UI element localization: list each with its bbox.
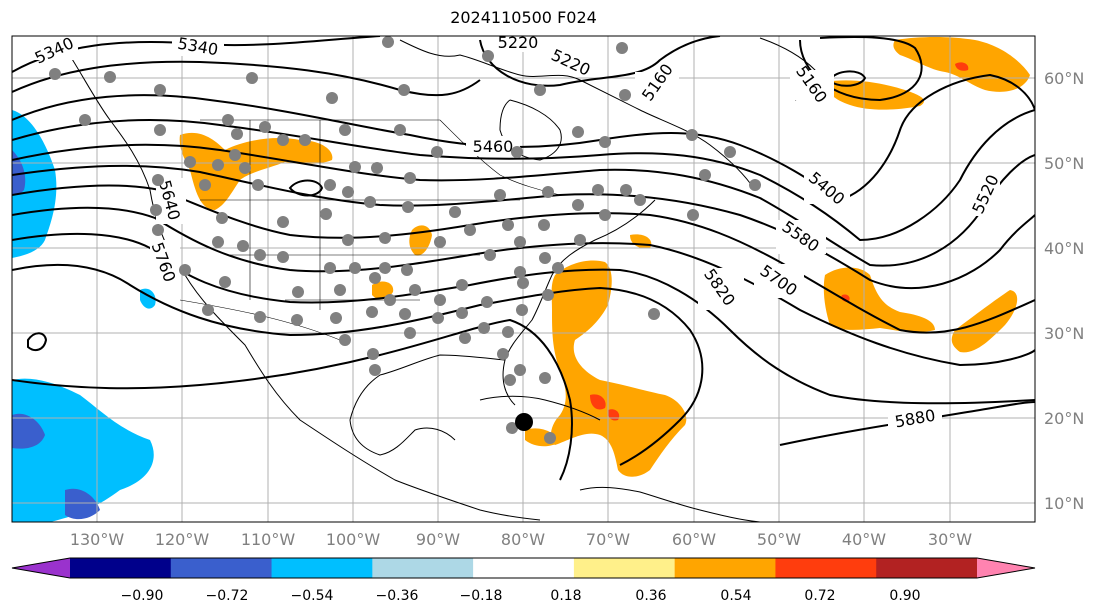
colorbar-tick-label: 0.54 bbox=[720, 588, 751, 604]
contour-5460 bbox=[12, 109, 1035, 242]
plot-frame bbox=[11, 35, 1036, 523]
colorbar-segment bbox=[70, 558, 172, 578]
contour-5220 bbox=[479, 36, 721, 87]
red-shading-atlantic bbox=[590, 394, 606, 410]
orange-shading-greenland bbox=[825, 80, 925, 110]
colorbar-tick-label: 0.72 bbox=[804, 588, 835, 604]
borders bbox=[179, 119, 561, 341]
colorbar-segment bbox=[674, 558, 776, 578]
lon-labels: 130°W 120°W 110°W 100°W 90°W 80°W 70°W 6… bbox=[70, 530, 972, 549]
orange-shading-east-atl bbox=[823, 267, 935, 333]
height-contours bbox=[12, 36, 1035, 481]
contour-5880-loop bbox=[27, 332, 48, 352]
colorbar-segment bbox=[876, 558, 978, 578]
lon-label: 80°W bbox=[501, 530, 545, 549]
blue-shading-sw bbox=[12, 413, 45, 449]
contour-label: 5460 bbox=[473, 137, 514, 156]
contour-low-greenland bbox=[828, 70, 867, 87]
blue-shading-sw2 bbox=[65, 488, 100, 520]
colorbar-segment bbox=[775, 558, 877, 578]
colorbar-ticks: −0.90 −0.72 −0.54 −0.36 −0.18 0.18 0.36 … bbox=[121, 588, 921, 604]
lon-label: 40°W bbox=[842, 530, 886, 549]
lon-label: 100°W bbox=[326, 530, 381, 549]
coastline-cuba bbox=[479, 395, 601, 421]
contour-5520 bbox=[12, 143, 1035, 267]
lat-label: 20°N bbox=[1044, 409, 1084, 428]
coastline-hudson bbox=[499, 99, 562, 161]
contour-5700 bbox=[12, 206, 1035, 367]
colorbar-extend-high bbox=[977, 558, 1035, 578]
lat-label: 50°N bbox=[1044, 154, 1084, 173]
lon-label: 110°W bbox=[241, 530, 296, 549]
colorbar-tick-label: 0.90 bbox=[889, 588, 920, 604]
cyan-shading-nw bbox=[12, 110, 57, 258]
colorbar-segment bbox=[271, 558, 373, 578]
coastlines bbox=[59, 37, 817, 522]
colorbar-tick-label: −0.18 bbox=[460, 588, 503, 604]
coastline-south-america bbox=[579, 486, 761, 522]
colorbar bbox=[11, 557, 1036, 579]
cyan-shading-sw bbox=[12, 378, 154, 522]
lat-labels: 60°N 50°N 40°N 30°N 20°N 10°N bbox=[1044, 69, 1084, 513]
gridlines bbox=[12, 36, 1035, 522]
blue-shading-nw bbox=[12, 150, 26, 195]
colorbar-segment bbox=[473, 558, 575, 578]
colorbar-tick-label: −0.54 bbox=[291, 588, 334, 604]
lon-label: 120°W bbox=[155, 530, 210, 549]
colorbar-tick-label: −0.72 bbox=[206, 588, 249, 604]
contour-low-canada bbox=[288, 179, 324, 197]
storm-center-marker bbox=[515, 413, 533, 431]
lat-label: 30°N bbox=[1044, 324, 1084, 343]
lon-label: 60°W bbox=[672, 530, 716, 549]
coastline-gulf bbox=[349, 354, 506, 456]
orange-shading-atlantic bbox=[550, 260, 687, 477]
lon-label: 70°W bbox=[586, 530, 630, 549]
colorbar-segment bbox=[573, 558, 676, 578]
colorbar-extend-low bbox=[12, 558, 70, 578]
colorbar-tick-label: −0.36 bbox=[376, 588, 419, 604]
lat-label: 40°N bbox=[1044, 239, 1084, 258]
contour-5880 bbox=[12, 318, 1035, 481]
colorbar-tick-label: −0.90 bbox=[121, 588, 164, 604]
coastline-north-america bbox=[59, 39, 541, 521]
contour-label: 5220 bbox=[498, 33, 539, 52]
map-title: 2024110500 F024 bbox=[450, 8, 597, 27]
lon-label: 30°W bbox=[928, 530, 972, 549]
lat-label: 10°N bbox=[1044, 494, 1084, 513]
colorbar-segment bbox=[372, 558, 474, 578]
contour-5340-b bbox=[12, 60, 481, 97]
contour-label-group: 5340 5340 5220 5220 5460 5160 5160 5400 … bbox=[30, 33, 1003, 431]
lon-label: 90°W bbox=[416, 530, 460, 549]
colorbar-tick-label: 0.36 bbox=[635, 588, 666, 604]
contour-5820 bbox=[12, 264, 704, 466]
colorbar-outline bbox=[11, 557, 1036, 579]
lat-label: 60°N bbox=[1044, 69, 1084, 88]
lon-label: 130°W bbox=[70, 530, 125, 549]
colorbar-tick-label: 0.18 bbox=[550, 588, 581, 604]
coastline-canada-arctic bbox=[399, 39, 756, 191]
red-shading-iceland bbox=[955, 62, 969, 71]
contour-5400 bbox=[12, 73, 1035, 202]
lon-label: 50°W bbox=[757, 530, 801, 549]
orange-shading-rockies bbox=[179, 132, 333, 210]
observation-markers bbox=[49, 36, 761, 444]
colorbar-segment bbox=[170, 558, 273, 578]
